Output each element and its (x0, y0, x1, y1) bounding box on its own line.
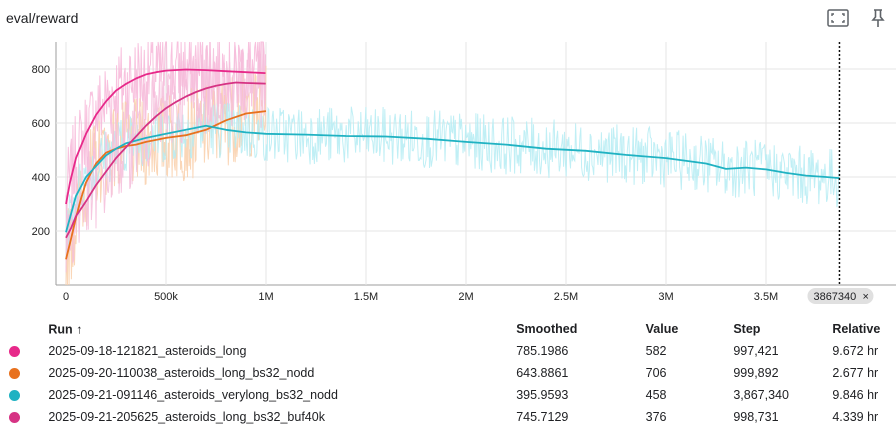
run-color-dot (9, 390, 20, 402)
x-tick-label: 0 (63, 291, 69, 303)
raw-value: 458 (645, 388, 667, 402)
raw-series-line (65, 41, 267, 273)
run-name: 2025-09-21-091146_asteroids_verylong_bs3… (48, 388, 338, 402)
x-tick-label: 500k (154, 291, 178, 303)
table-row[interactable]: 2025-09-21-205625_asteroids_long_bs32_bu… (0, 406, 896, 428)
chart-plot-area[interactable]: 200 400 600 800 0 500k 1M 1.5M 2M 2.5M 3M 3.5M 3867… (0, 36, 896, 308)
run-color-dot (9, 346, 20, 358)
x-tick-label: 2M (458, 291, 473, 303)
relative-time: 4.339 hr (832, 410, 879, 424)
y-tick-label: 800 (32, 64, 50, 76)
step-value: 998,731 (733, 410, 779, 424)
raw-value: 706 (645, 366, 667, 380)
relative-time: 9.672 hr (832, 344, 879, 358)
close-icon[interactable]: × (862, 291, 868, 303)
chart-title: eval/reward (6, 10, 79, 26)
table-header: Run ↑ Smoothed Value Step Relative (0, 318, 896, 340)
relative-time: 9.846 hr (832, 388, 879, 402)
run-name: 2025-09-18-121821_asteroids_long (48, 344, 247, 358)
smoothed-value: 785.1986 (516, 344, 569, 358)
raw-value: 582 (645, 344, 667, 358)
run-color-dot (9, 368, 20, 380)
step-cursor-badge[interactable] (807, 288, 874, 304)
series-line[interactable] (65, 81, 266, 239)
series-line[interactable] (65, 68, 266, 205)
smoothed-value: 745.7129 (516, 410, 569, 424)
raw-series-line (65, 101, 840, 260)
x-tick-label: 1M (258, 291, 273, 303)
step-column-header[interactable]: Step (733, 322, 761, 336)
step-value: 997,421 (733, 344, 779, 358)
sort-arrow-icon[interactable]: ↑ (76, 322, 83, 337)
step-value: 999,892 (733, 366, 779, 380)
smoothed-value: 395.9593 (516, 388, 569, 402)
x-tick-label: 3.5M (754, 291, 778, 303)
value-column-header[interactable]: Value (645, 322, 679, 336)
run-name: 2025-09-21-205625_asteroids_long_bs32_bu… (48, 410, 325, 424)
y-tick-label: 600 (32, 118, 50, 130)
run-column-header[interactable]: Run ↑ (48, 322, 83, 337)
fit-domain-icon[interactable] (826, 6, 850, 30)
x-tick-label: 2.5M (554, 291, 578, 303)
series-line[interactable] (65, 124, 840, 233)
table-row[interactable]: 2025-09-21-091146_asteroids_verylong_bs3… (0, 384, 896, 406)
pin-icon[interactable] (866, 6, 890, 30)
step-cursor-label: 3867340 (813, 291, 856, 303)
table-row[interactable]: 2025-09-20-110038_asteroids_long_bs32_no… (0, 362, 896, 384)
x-tick-label: 3M (658, 291, 673, 303)
y-tick-label: 200 (32, 226, 50, 238)
smoothed-column-header[interactable]: Smoothed (516, 322, 578, 336)
x-tick-label: 1.5M (354, 291, 378, 303)
run-name: 2025-09-20-110038_asteroids_long_bs32_no… (48, 366, 315, 380)
run-color-dot (9, 412, 20, 424)
table-row[interactable]: 2025-09-18-121821_asteroids_long 785.198… (0, 340, 896, 362)
raw-value: 376 (645, 410, 667, 424)
relative-time: 2.677 hr (832, 366, 879, 380)
step-value: 3,867,340 (733, 388, 789, 402)
relative-column-header[interactable]: Relative (832, 322, 881, 336)
runs-table: Run ↑ Smoothed Value Step Relative 2025-… (0, 318, 896, 428)
y-tick-label: 400 (32, 172, 50, 184)
smoothed-value: 643.8861 (516, 366, 569, 380)
